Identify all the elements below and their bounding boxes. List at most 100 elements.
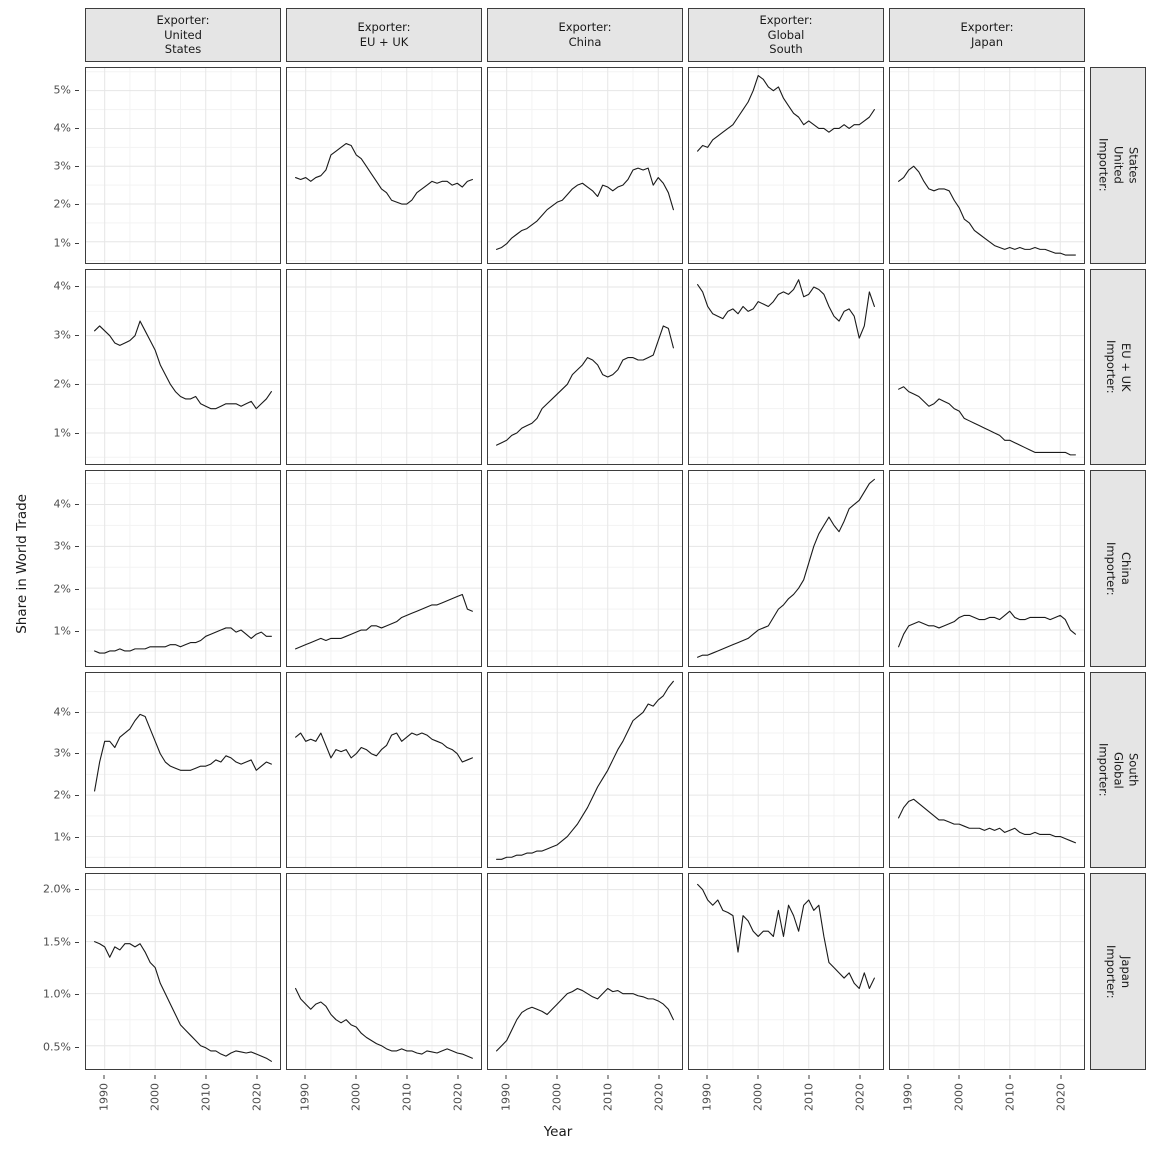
y-tick-label: 4% xyxy=(53,121,71,135)
panel-global-south-to-eu-uk xyxy=(688,268,884,466)
x-tick-mark xyxy=(205,1075,207,1079)
panel-plot-eu-uk-to-japan xyxy=(287,874,481,1069)
trade-share-line xyxy=(95,628,272,653)
x-tick-label: 1990 xyxy=(97,1083,111,1111)
panel-plot-china-to-eu-uk xyxy=(488,270,682,465)
y-tick-label: 4% xyxy=(53,705,71,719)
trade-share-line xyxy=(296,733,473,762)
panel-plot-united-states-to-china xyxy=(86,471,280,666)
panel-eu-uk-to-china xyxy=(286,470,482,667)
x-axis-ticks-japan: 1990 2000 2010 2020 xyxy=(889,1075,1085,1119)
x-tick-label: 2010 xyxy=(1003,1083,1017,1111)
y-tick-label: 1% xyxy=(53,624,71,638)
panel-plot-global-south-to-global-south xyxy=(689,673,883,868)
x-tick-label: 2000 xyxy=(550,1083,564,1111)
panel-global-south-to-china xyxy=(688,470,884,667)
x-tick-mark xyxy=(658,1075,660,1079)
x-tick-mark xyxy=(406,1075,408,1079)
x-tick-mark xyxy=(1060,1075,1062,1079)
panel-plot-japan-to-china xyxy=(890,471,1084,666)
x-tick-mark xyxy=(859,1075,861,1079)
y-tick-mark xyxy=(75,941,79,943)
y-tick-mark xyxy=(75,1046,79,1048)
x-tick-mark xyxy=(1009,1075,1011,1079)
y-axis-title: Share in World Trade xyxy=(14,493,30,634)
x-tick-label: 2020 xyxy=(1054,1083,1068,1111)
y-tick-mark xyxy=(75,588,79,590)
panel-eu-uk-to-global-south xyxy=(286,671,482,869)
trade-share-line xyxy=(698,885,875,989)
y-tick-mark xyxy=(75,795,79,797)
panel-china-to-united-states xyxy=(487,67,683,264)
y-tick-label: 0.5% xyxy=(43,1040,71,1054)
y-tick-label: 5% xyxy=(53,83,71,97)
x-tick-mark xyxy=(706,1075,708,1079)
row-strip-united-states: Importer: United States xyxy=(1090,67,1146,264)
x-tick-mark xyxy=(958,1075,960,1079)
trade-share-line xyxy=(497,326,674,445)
panel-plot-global-south-to-eu-uk xyxy=(689,270,883,465)
y-tick-label: 3% xyxy=(53,328,71,342)
trade-share-line xyxy=(497,168,674,249)
x-tick-mark xyxy=(457,1075,459,1079)
y-tick-label: 1% xyxy=(53,426,71,440)
panel-plot-china-to-united-states xyxy=(488,68,682,263)
panel-united-states-to-eu-uk xyxy=(85,268,281,466)
panel-plot-japan-to-global-south xyxy=(890,673,1084,868)
panel-japan-to-china xyxy=(889,470,1085,667)
col-strip-eu-uk: Exporter: EU + UK xyxy=(286,8,482,62)
trade-share-line xyxy=(296,595,473,649)
y-axis-ticks-united-states: 1% 2% 3% 4% 5% xyxy=(34,67,80,264)
trade-share-line xyxy=(698,279,875,337)
panel-plot-eu-uk-to-eu-uk xyxy=(287,270,481,465)
x-tick-label: 2000 xyxy=(751,1083,765,1111)
y-axis-ticks-china: 1% 2% 3% 4% xyxy=(34,470,80,667)
x-tick-label: 2020 xyxy=(652,1083,666,1111)
panel-plot-eu-uk-to-china xyxy=(287,471,481,666)
y-tick-mark xyxy=(75,166,79,168)
trade-share-line xyxy=(698,76,875,152)
panel-plot-global-south-to-china xyxy=(689,471,883,666)
x-tick-label: 2020 xyxy=(853,1083,867,1111)
x-tick-label: 1990 xyxy=(499,1083,513,1111)
x-tick-mark xyxy=(103,1075,105,1079)
trade-share-line xyxy=(899,611,1076,647)
y-tick-mark xyxy=(75,753,79,755)
y-tick-mark xyxy=(75,837,79,839)
trade-share-line xyxy=(497,681,674,859)
row-strip-japan: Importer: Japan xyxy=(1090,873,1146,1070)
panel-eu-uk-to-united-states xyxy=(286,67,482,264)
x-tick-mark xyxy=(505,1075,507,1079)
y-tick-label: 3% xyxy=(53,539,71,553)
trade-share-line xyxy=(296,989,473,1059)
panel-plot-eu-uk-to-global-south xyxy=(287,673,481,868)
y-tick-mark xyxy=(75,204,79,206)
y-tick-mark xyxy=(75,433,79,435)
facet-grid: Exporter: United States Exporter: EU + UK… xyxy=(34,8,1146,1119)
x-tick-label: 2010 xyxy=(199,1083,213,1111)
x-tick-label: 2010 xyxy=(400,1083,414,1111)
x-tick-label: 1990 xyxy=(901,1083,915,1111)
y-tick-label: 3% xyxy=(53,746,71,760)
x-tick-label: 1990 xyxy=(298,1083,312,1111)
y-tick-label: 2% xyxy=(53,788,71,802)
y-tick-label: 2% xyxy=(53,582,71,596)
y-tick-mark xyxy=(75,504,79,505)
x-tick-label: 2000 xyxy=(952,1083,966,1111)
x-axis-ticks-global-south: 1990 2000 2010 2020 xyxy=(688,1075,884,1119)
y-tick-mark xyxy=(75,630,79,632)
x-tick-label: 2010 xyxy=(802,1083,816,1111)
x-tick-mark xyxy=(154,1075,156,1079)
x-tick-mark xyxy=(304,1075,306,1079)
col-strip-china: Exporter: China xyxy=(487,8,683,62)
corner-top-left xyxy=(34,8,80,62)
y-tick-label: 3% xyxy=(53,159,71,173)
x-tick-mark xyxy=(808,1075,810,1079)
y-tick-mark xyxy=(75,546,79,548)
panel-china-to-global-south xyxy=(487,671,683,869)
y-tick-mark xyxy=(75,242,79,244)
x-tick-mark xyxy=(355,1075,357,1079)
panel-plot-japan-to-united-states xyxy=(890,68,1084,263)
y-axis-ticks-global-south: 1% 2% 3% 4% xyxy=(34,672,80,869)
